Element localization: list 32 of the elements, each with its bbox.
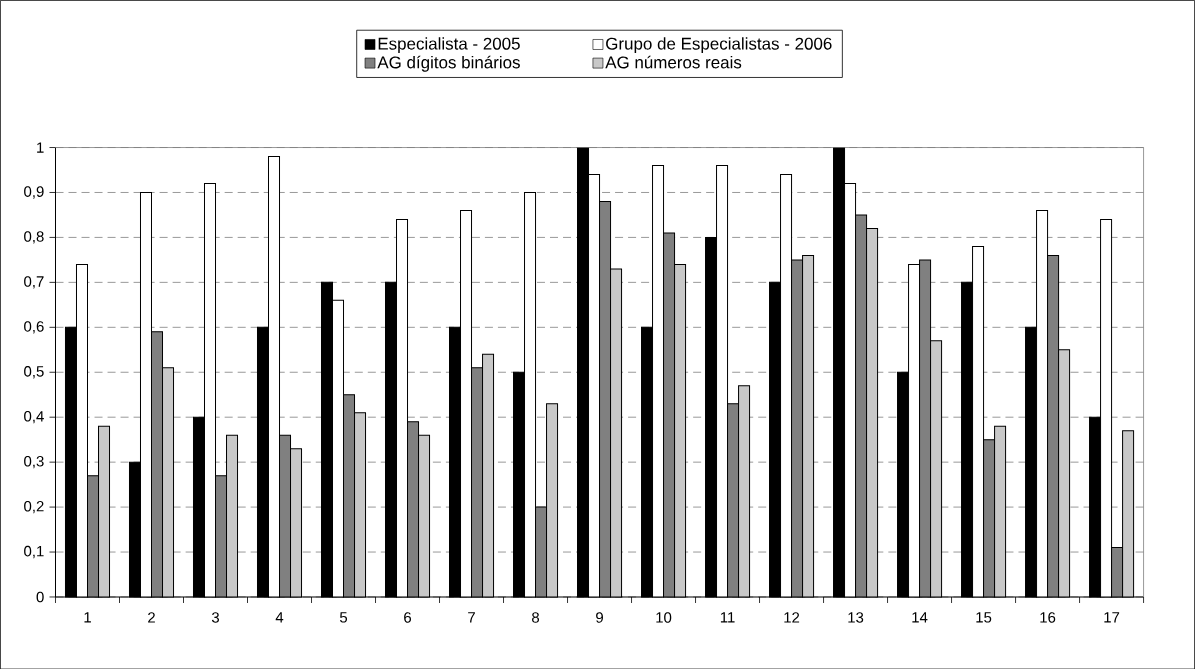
x-tick-label: 16 [1040, 611, 1056, 623]
x-tick-label: 13 [848, 611, 864, 623]
y-tick-label: 0,3 [24, 455, 44, 469]
x-tick-label: 7 [468, 611, 475, 623]
x-tick-label: 15 [976, 611, 992, 623]
legend-label: AG números reais [605, 55, 742, 69]
x-tick-label: 2 [148, 611, 155, 623]
x-tick-label: 5 [339, 611, 348, 623]
x-tick-label: 17 [1104, 611, 1120, 623]
x-tick-label: 12 [784, 611, 800, 623]
y-tick-label: 0 [36, 591, 44, 603]
legend-label: AG dígitos binários [377, 55, 520, 72]
legend-label: Grupo de Especialistas - 2006 [606, 37, 832, 53]
y-tick-label: 0,2 [24, 500, 44, 514]
x-tick-label: 9 [596, 611, 603, 623]
x-tick-label: 14 [912, 611, 928, 623]
y-tick-label: 0,7 [24, 275, 44, 289]
y-tick-label: 0,1 [24, 545, 44, 558]
legend-label: Especialista - 2005 [378, 37, 520, 53]
x-tick-label: 10 [656, 611, 672, 623]
y-tick-label: 0,6 [24, 320, 44, 334]
x-tick-label: 1 [84, 611, 91, 623]
x-tick-label: 4 [275, 611, 284, 623]
y-tick-label: 0,4 [24, 410, 44, 424]
y-tick-label: 0,9 [24, 186, 44, 199]
y-tick-label: 0,5 [24, 365, 44, 379]
y-tick-label: 0,8 [24, 231, 44, 244]
y-tick-label: 1 [37, 142, 44, 153]
x-tick-label: 6 [404, 611, 412, 623]
x-tick-label: 3 [211, 611, 220, 623]
x-tick-label: 8 [532, 611, 540, 623]
x-tick-label: 11 [720, 611, 735, 623]
